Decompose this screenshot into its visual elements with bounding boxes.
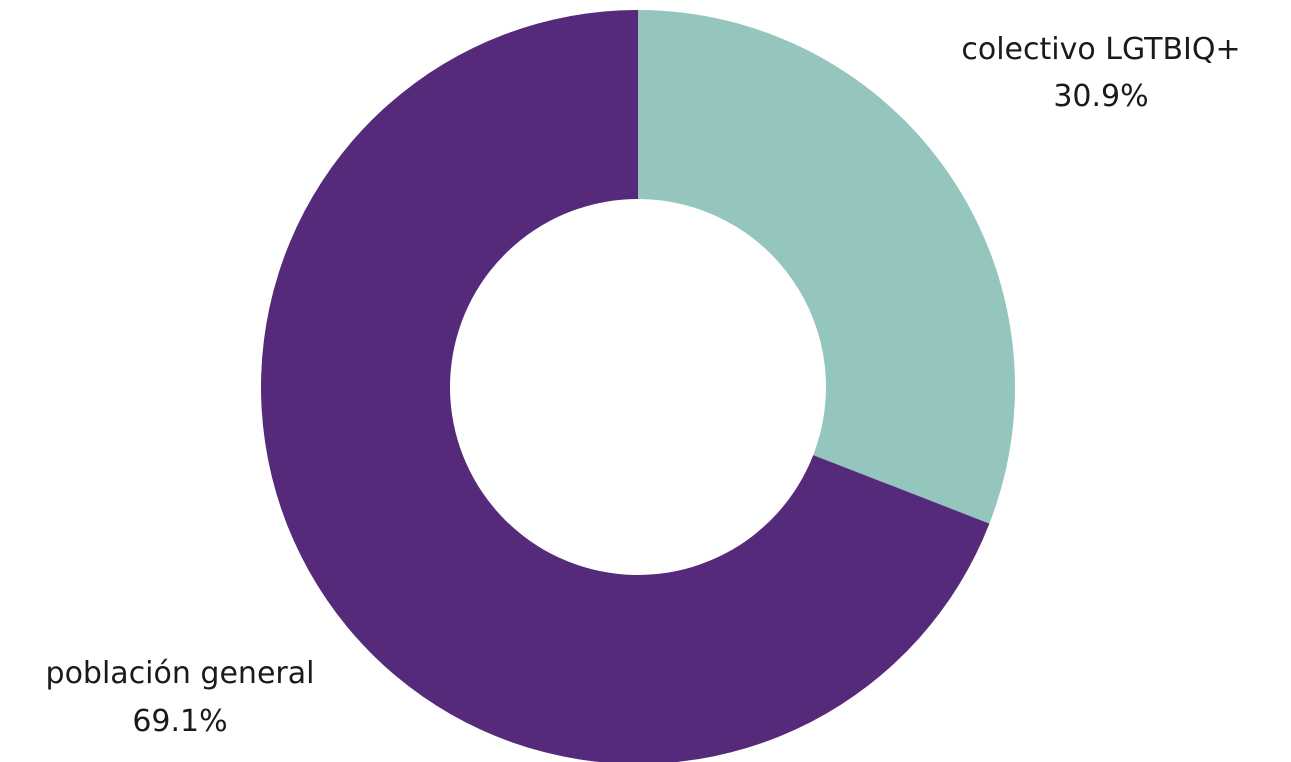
slice-value-poblacion-general: 69.1% — [132, 704, 227, 739]
slice-label-colectivo-lgtbiq: colectivo LGTBIQ+ — [961, 32, 1240, 67]
slice-label-poblacion-general: población general — [46, 656, 315, 691]
slice-poblacion-general — [261, 10, 990, 762]
slice-colectivo-lgtbiq — [638, 10, 1015, 524]
donut-slices — [261, 10, 1015, 762]
slice-value-colectivo-lgtbiq: 30.9% — [1053, 79, 1148, 114]
